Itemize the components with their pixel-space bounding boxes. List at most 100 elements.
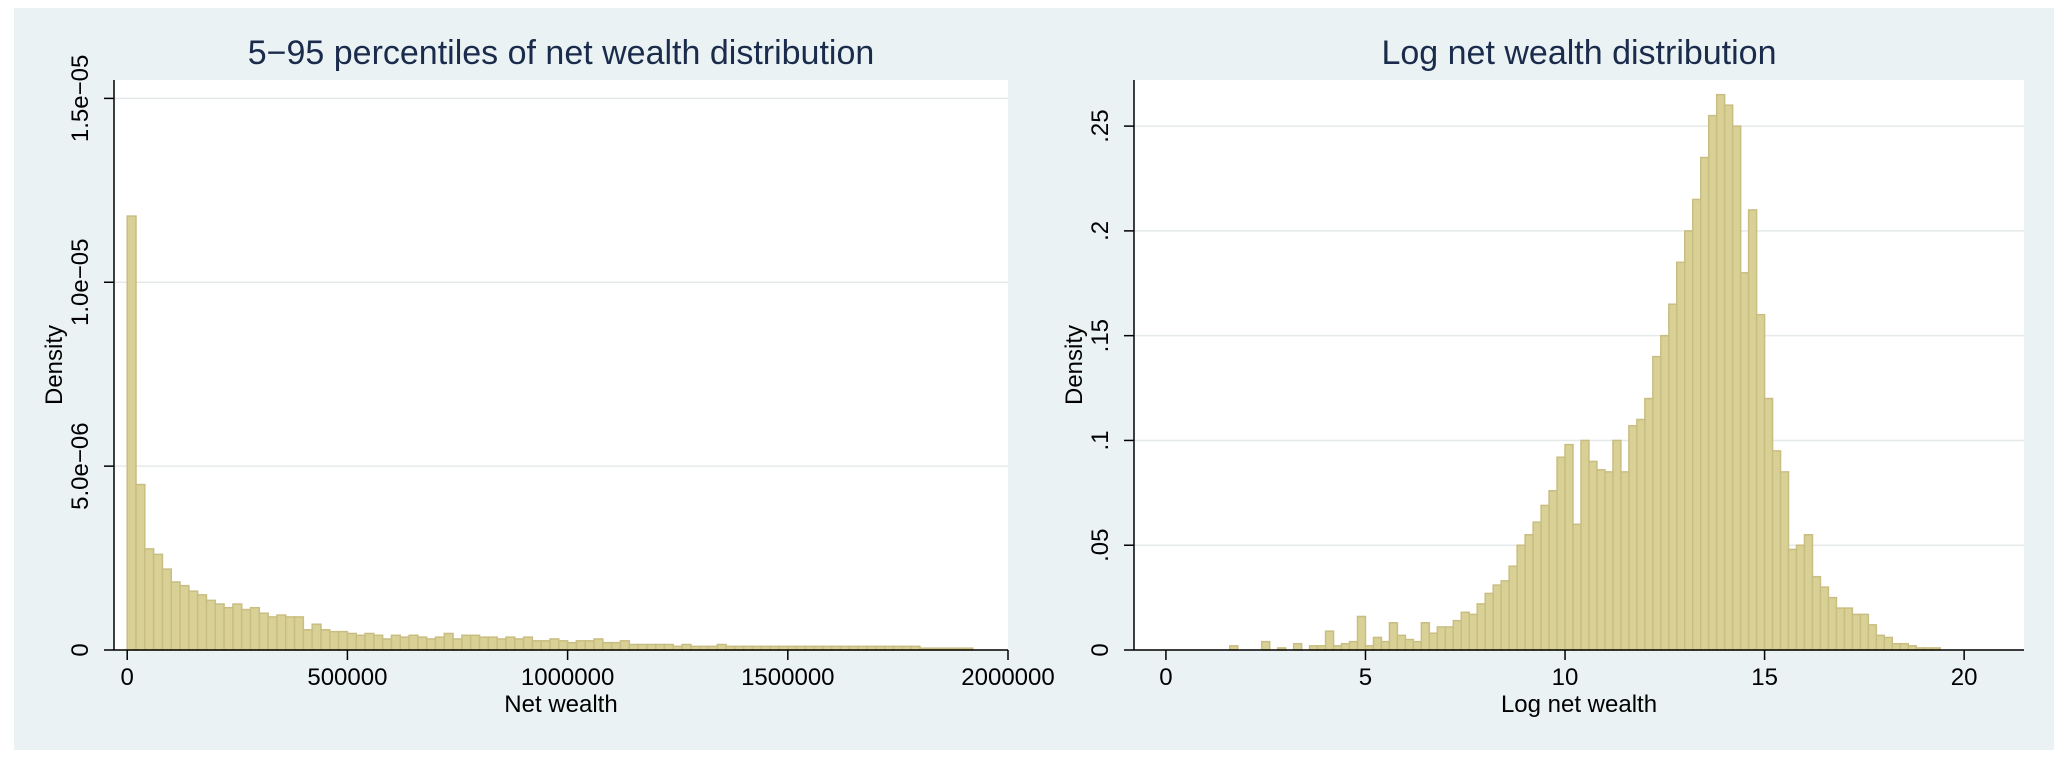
histogram-bar xyxy=(1484,592,1494,651)
histogram-bar xyxy=(214,603,225,651)
histogram-bar xyxy=(1460,611,1470,651)
y-tick-label: 0 xyxy=(67,643,94,656)
histogram-bar xyxy=(646,643,657,651)
histogram-bar xyxy=(1851,613,1862,651)
histogram-bar xyxy=(1380,640,1391,651)
histogram-bar xyxy=(1572,523,1582,651)
histogram-bar xyxy=(1636,418,1646,651)
histogram-bar xyxy=(1500,580,1510,651)
histogram-bar xyxy=(478,636,490,651)
histogram-bar xyxy=(531,640,542,651)
histogram-bar xyxy=(505,636,516,651)
histogram-bar xyxy=(549,638,560,651)
histogram-bar xyxy=(1348,640,1359,651)
x-axis-label: Net wealth xyxy=(504,691,617,718)
histogram-bar xyxy=(1564,443,1574,651)
histogram-bar xyxy=(135,483,146,651)
histogram-bar xyxy=(716,643,727,651)
histogram-bar xyxy=(434,636,446,651)
histogram-bar xyxy=(1396,634,1407,651)
histogram-bar xyxy=(1755,313,1766,651)
y-axis-label: Density xyxy=(41,325,68,405)
histogram-bar xyxy=(1859,613,1870,651)
histogram-bar xyxy=(329,630,340,651)
x-tick-label: 0 xyxy=(1159,664,1172,691)
histogram-bar xyxy=(602,641,613,651)
gridlines xyxy=(114,97,1008,467)
histogram-bar xyxy=(161,568,173,651)
histogram-bar xyxy=(126,215,137,651)
histogram-bar xyxy=(1580,439,1590,651)
histogram-bar xyxy=(1420,622,1431,651)
histogram-bar xyxy=(205,599,217,651)
histogram-bar xyxy=(1508,565,1518,651)
histogram-bar xyxy=(285,616,296,651)
x-tick-label: 5 xyxy=(1359,664,1372,691)
histogram-bar xyxy=(1899,642,1910,651)
histogram-bar xyxy=(320,629,331,651)
histogram-bar xyxy=(1867,624,1878,651)
y-tick-label: .25 xyxy=(1087,109,1114,142)
histogram-bar xyxy=(1604,471,1614,651)
histogram-bar xyxy=(461,634,472,651)
histogram-bar xyxy=(364,632,375,651)
histogram-bar xyxy=(1723,104,1734,651)
histogram-bar xyxy=(469,634,481,651)
histogram-bar xyxy=(1668,303,1678,651)
histogram-bar xyxy=(1811,575,1822,651)
histogram-bar xyxy=(663,643,675,651)
x-tick-label: 10 xyxy=(1552,664,1579,691)
histogram-bar xyxy=(1787,548,1798,651)
histogram-bar xyxy=(1883,636,1894,651)
histogram-bar xyxy=(681,643,692,651)
histogram-bar xyxy=(1540,504,1550,651)
histogram-bar xyxy=(575,640,586,651)
histogram-bar xyxy=(1628,425,1638,651)
histogram-bar xyxy=(1795,544,1806,651)
histogram-bar xyxy=(1468,613,1478,651)
histogram-bar xyxy=(188,590,199,651)
histogram-bar xyxy=(1356,615,1367,651)
histogram-bar xyxy=(1819,586,1830,651)
histogram-bar xyxy=(232,603,243,651)
histogram-bar xyxy=(1476,603,1486,651)
histogram-bar xyxy=(1771,450,1782,651)
y-axis-label: Density xyxy=(1061,325,1088,405)
histogram-bar xyxy=(267,616,278,651)
x-tick-label: 2000000 xyxy=(961,664,1054,691)
histogram-bar xyxy=(1644,397,1654,651)
histogram-bar xyxy=(1324,630,1335,651)
histogram-bar xyxy=(593,638,604,651)
histogram-bar xyxy=(654,643,666,651)
y-tick-label: .15 xyxy=(1087,319,1114,352)
histogram-bar xyxy=(417,636,428,651)
histogram-bar xyxy=(1652,355,1662,651)
histogram-bar xyxy=(1715,93,1726,651)
histogram-bar xyxy=(1779,471,1790,651)
histogram-bar xyxy=(1412,640,1423,651)
histogram-bars xyxy=(1229,93,1941,651)
histogram-bar xyxy=(558,640,569,651)
histogram-bar xyxy=(425,638,437,651)
histogram-bar xyxy=(1596,469,1606,651)
histogram-bar xyxy=(619,640,631,651)
histogram-bar xyxy=(390,634,402,651)
histogram-bar xyxy=(540,640,551,651)
y-tick-label: .05 xyxy=(1087,529,1114,562)
histogram-bar xyxy=(337,630,349,651)
histogram-bar xyxy=(628,643,639,651)
histogram-bar xyxy=(1452,619,1463,651)
histogram-bar xyxy=(1684,230,1694,651)
histogram-bar xyxy=(355,634,366,651)
histogram-bar xyxy=(1428,632,1439,651)
histogram-bar xyxy=(1516,544,1526,651)
histogram-bar xyxy=(1292,642,1303,651)
histogram-bar xyxy=(452,638,463,651)
y-tick-label: .2 xyxy=(1087,221,1114,241)
histogram-bar xyxy=(311,623,322,651)
histogram-bar xyxy=(1620,471,1630,651)
histogram-bar xyxy=(1763,397,1774,651)
histogram-bar xyxy=(408,634,419,651)
x-tick-label: 1000000 xyxy=(521,664,614,691)
